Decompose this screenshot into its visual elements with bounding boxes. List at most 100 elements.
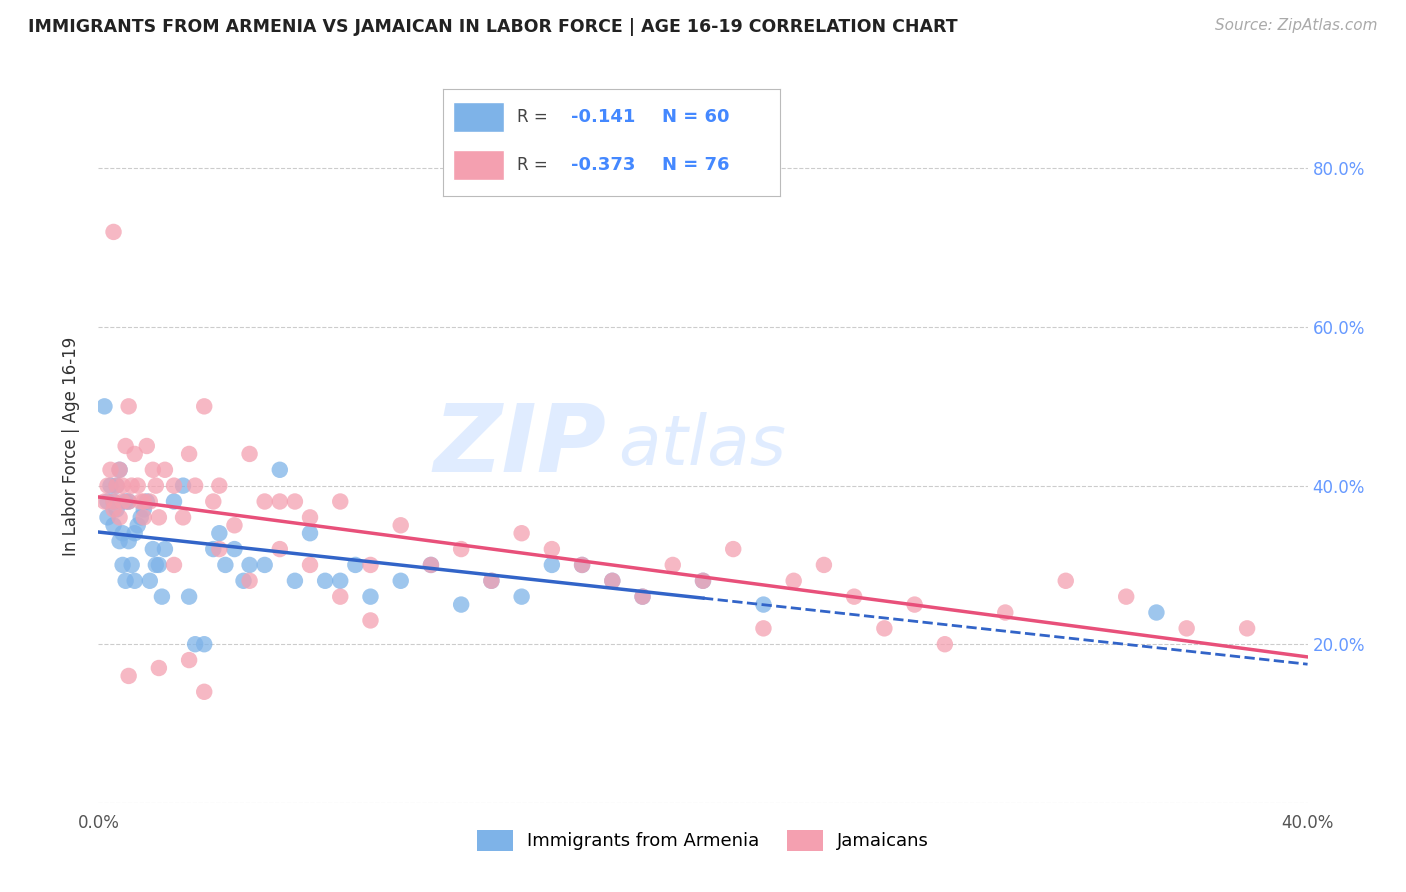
Point — [1236, 621, 1258, 635]
Point — [193, 685, 215, 699]
Point — [299, 510, 322, 524]
Text: R =: R = — [517, 108, 553, 126]
Point — [269, 542, 291, 557]
Point — [723, 542, 745, 557]
Point — [96, 478, 118, 492]
Point — [163, 494, 186, 508]
Point — [153, 542, 176, 557]
Point — [571, 558, 593, 572]
Point — [124, 574, 146, 588]
Point — [172, 510, 194, 524]
Text: N = 60: N = 60 — [662, 108, 730, 126]
Point — [179, 447, 201, 461]
Point — [135, 494, 157, 508]
Y-axis label: In Labor Force | Age 16-19: In Labor Force | Age 16-19 — [62, 336, 80, 556]
Point — [132, 494, 155, 508]
Point — [124, 526, 146, 541]
Legend: Immigrants from Armenia, Jamaicans: Immigrants from Armenia, Jamaicans — [470, 822, 936, 858]
Point — [450, 542, 472, 557]
Point — [145, 478, 167, 492]
Point — [510, 526, 533, 541]
Point — [208, 526, 231, 541]
Point — [103, 502, 125, 516]
Point — [1175, 621, 1198, 635]
Point — [214, 558, 236, 572]
Point — [96, 494, 118, 508]
Point — [208, 542, 231, 557]
Point — [93, 400, 115, 414]
Point — [184, 478, 207, 492]
Point — [105, 478, 128, 492]
Point — [111, 526, 134, 541]
Point — [232, 574, 254, 588]
Point — [540, 558, 562, 572]
Point — [450, 598, 472, 612]
Point — [844, 590, 866, 604]
Point — [121, 478, 143, 492]
Point — [1144, 606, 1167, 620]
Point — [224, 518, 246, 533]
Point — [139, 574, 162, 588]
Point — [994, 606, 1017, 620]
Point — [100, 478, 122, 492]
Point — [420, 558, 443, 572]
Point — [329, 494, 352, 508]
Point — [239, 574, 262, 588]
Bar — [453, 150, 503, 180]
Point — [481, 574, 503, 588]
Point — [148, 510, 170, 524]
Text: Source: ZipAtlas.com: Source: ZipAtlas.com — [1215, 18, 1378, 33]
Point — [103, 494, 125, 508]
Point — [253, 494, 276, 508]
Point — [752, 621, 775, 635]
Point — [314, 574, 336, 588]
Point — [481, 574, 503, 588]
Point — [661, 558, 683, 572]
Point — [193, 400, 215, 414]
Point — [124, 447, 146, 461]
Point — [571, 558, 593, 572]
Point — [1115, 590, 1137, 604]
Point — [904, 598, 927, 612]
Point — [108, 510, 131, 524]
Point — [389, 574, 412, 588]
Point — [111, 494, 134, 508]
Point — [118, 534, 141, 549]
Point — [284, 574, 307, 588]
Point — [118, 669, 141, 683]
Point — [224, 542, 246, 557]
Point — [239, 558, 262, 572]
Text: -0.141: -0.141 — [571, 108, 636, 126]
Bar — [453, 102, 503, 132]
Point — [692, 574, 714, 588]
Point — [602, 574, 624, 588]
Point — [103, 225, 125, 239]
Point — [129, 510, 152, 524]
Text: R =: R = — [517, 156, 553, 174]
Point — [813, 558, 835, 572]
Point — [114, 439, 136, 453]
Point — [934, 637, 956, 651]
Point — [118, 494, 141, 508]
Point — [360, 614, 382, 628]
Point — [239, 447, 262, 461]
Point — [631, 590, 654, 604]
Point — [132, 510, 155, 524]
Point — [127, 518, 149, 533]
Point — [111, 478, 134, 492]
Point — [114, 574, 136, 588]
Point — [202, 494, 225, 508]
Text: N = 76: N = 76 — [662, 156, 730, 174]
Text: IMMIGRANTS FROM ARMENIA VS JAMAICAN IN LABOR FORCE | AGE 16-19 CORRELATION CHART: IMMIGRANTS FROM ARMENIA VS JAMAICAN IN L… — [28, 18, 957, 36]
Point — [420, 558, 443, 572]
Point — [111, 558, 134, 572]
Point — [103, 518, 125, 533]
Point — [118, 400, 141, 414]
Point — [142, 463, 165, 477]
Point — [127, 478, 149, 492]
Point — [253, 558, 276, 572]
Point — [208, 478, 231, 492]
Point — [631, 590, 654, 604]
Point — [163, 558, 186, 572]
Point — [299, 526, 322, 541]
